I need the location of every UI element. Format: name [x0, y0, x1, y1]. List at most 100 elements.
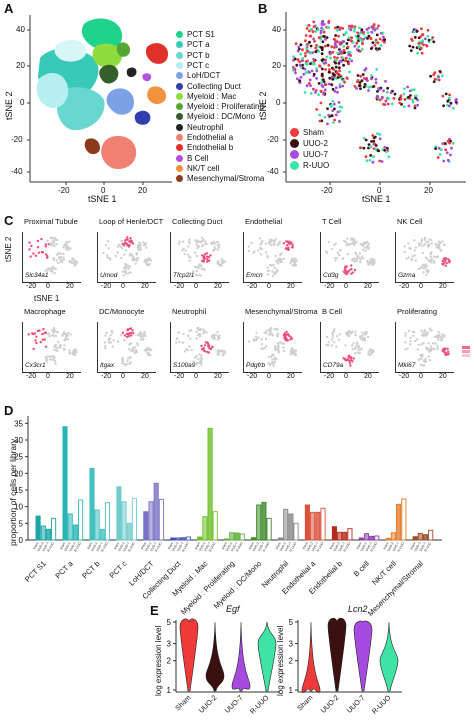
panel-d-condition-label: sham	[113, 541, 121, 550]
panel-d-bar	[35, 515, 41, 541]
panel-c-point	[282, 346, 285, 349]
panel-b-point	[350, 39, 353, 43]
panel-c-tile-plot	[325, 237, 376, 276]
panel-b-point	[448, 141, 451, 145]
panel-b-point	[335, 45, 338, 49]
panel-c-point	[28, 248, 31, 251]
panel-b-point	[387, 155, 391, 159]
panel-b-point	[373, 43, 377, 47]
panel-c-point	[216, 338, 220, 341]
panel-b-point	[310, 28, 313, 31]
panel-b-point	[330, 104, 333, 107]
panel-a-legend-swatch	[176, 82, 183, 90]
panel-b-legend-swatch	[290, 139, 299, 148]
panel-b-point	[322, 62, 326, 65]
panel-d-bar	[358, 537, 364, 541]
panel-b-point	[411, 45, 415, 49]
panel-b-point	[299, 75, 303, 79]
panel-c-point	[286, 247, 290, 250]
panel-b-point	[444, 92, 448, 96]
panel-c-point	[199, 327, 203, 331]
panel-d-bar	[45, 528, 52, 541]
panel-b-point	[312, 62, 315, 66]
panel-b-point	[445, 151, 449, 155]
panel-c-point	[341, 257, 344, 260]
panel-c-point	[145, 246, 148, 249]
panel-b-point	[320, 74, 324, 77]
panel-c-point	[273, 266, 277, 270]
panel-c-point	[210, 242, 213, 245]
panel-b-point	[326, 43, 330, 47]
panel-b-point	[315, 108, 319, 111]
panel-b-point	[437, 78, 441, 82]
panel-d-bar	[385, 537, 391, 541]
panel-c-point	[269, 241, 272, 244]
panel-a-xtick: 0	[101, 186, 106, 195]
panel-b-point	[304, 71, 308, 75]
panel-c-point	[124, 271, 127, 275]
panel-c-point	[276, 259, 280, 262]
panel-c-point	[220, 264, 223, 267]
panel-c-point	[356, 342, 359, 345]
panel-b-point	[319, 31, 323, 35]
panel-b-point	[301, 63, 304, 67]
panel-b-point	[327, 21, 331, 25]
panel-b-point	[298, 80, 302, 84]
panel-c-point	[287, 241, 290, 244]
panel-c-gene-name: Gzma	[397, 272, 417, 279]
panel-c-point	[131, 347, 134, 351]
panel-c-point	[289, 353, 293, 356]
panel-b-point	[343, 32, 347, 36]
panel-c-point	[59, 346, 62, 349]
panel-c-point	[429, 255, 432, 259]
panel-c-point	[132, 349, 135, 353]
panel-d-condition-label: R-UUO	[235, 541, 244, 552]
panel-c-point	[34, 254, 37, 257]
panel-b-point	[342, 79, 345, 82]
panel-c-point	[177, 242, 180, 246]
panel-c-point	[70, 261, 74, 264]
panel-c-point	[135, 252, 138, 255]
panel-b-point	[317, 82, 321, 85]
panel-b-point	[346, 38, 350, 42]
panel-c-point	[218, 334, 221, 337]
panel-c-point	[30, 244, 33, 248]
panel-c-point	[260, 338, 264, 341]
panel-b-point	[332, 46, 336, 49]
panel-c-xtick: 0	[344, 283, 348, 290]
panel-c-point	[412, 334, 415, 337]
panel-c-point	[407, 256, 410, 259]
panel-c-point	[268, 263, 272, 267]
panel-c-point	[60, 260, 64, 264]
panel-c-point	[44, 331, 48, 334]
panel-c-point	[142, 241, 145, 244]
panel-b-point	[375, 68, 379, 71]
panel-b-point	[370, 77, 373, 81]
panel-c-gene-name: CD79a	[322, 362, 345, 369]
panel-c-point	[247, 249, 250, 253]
panel-b-point	[419, 46, 423, 50]
panel-b-point	[418, 47, 422, 51]
panel-b-point	[451, 141, 455, 145]
panel-a-ytick: 20	[16, 61, 25, 70]
panel-b-point	[410, 88, 414, 92]
panel-c-point	[430, 242, 433, 245]
panel-b-point	[333, 55, 336, 59]
panel-b-point	[363, 83, 367, 86]
panel-c-point	[285, 244, 289, 247]
panel-b-point	[439, 70, 443, 74]
panel-c-point	[428, 260, 432, 263]
panel-c-point	[201, 244, 205, 247]
panel-b-point	[376, 90, 379, 93]
panel-c-colorbar	[462, 346, 470, 357]
panel-b-point	[382, 103, 385, 106]
panel-b-point	[455, 101, 459, 105]
panel-b-point	[436, 156, 440, 159]
panel-c-point	[126, 363, 129, 366]
panel-b-point	[369, 154, 373, 157]
panel-c-point	[291, 257, 294, 260]
panel-c-point	[221, 258, 224, 261]
panel-c-point	[136, 333, 139, 337]
panel-c-tile-title: T Cell	[322, 217, 342, 226]
